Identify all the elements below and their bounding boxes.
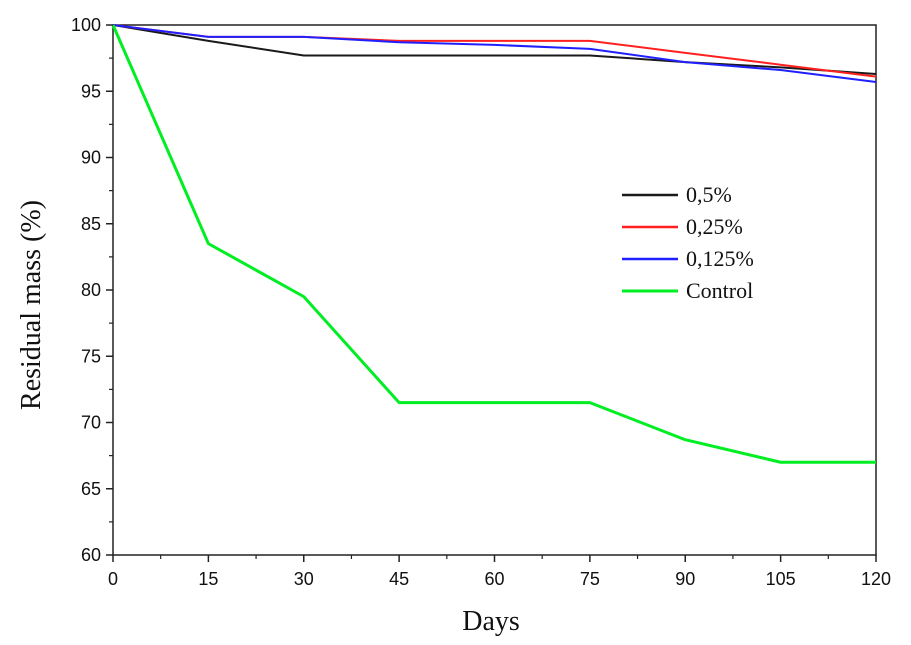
x-tick-label: 75 bbox=[580, 569, 600, 589]
y-tick-label: 65 bbox=[81, 479, 101, 499]
x-tick-label: 30 bbox=[294, 569, 314, 589]
legend: 0,5% 0,25% 0,125% Control bbox=[622, 182, 754, 303]
legend-label: 0,5% bbox=[686, 182, 732, 207]
y-tick-label: 95 bbox=[81, 81, 101, 101]
series-layer bbox=[111, 24, 877, 464]
y-tick-label: 60 bbox=[81, 545, 101, 565]
series-line-0-5 bbox=[112, 24, 877, 76]
y-tick-label: 90 bbox=[81, 148, 101, 168]
series-line-0-125 bbox=[112, 24, 877, 83]
x-tick-label: 15 bbox=[198, 569, 218, 589]
x-axis-label: Days bbox=[462, 606, 520, 637]
x-tick-label: 0 bbox=[108, 569, 118, 589]
legend-label: 0,25% bbox=[686, 214, 743, 239]
legend-label: 0,125% bbox=[686, 246, 754, 271]
plot-border bbox=[112, 24, 877, 556]
x-tick-label: 120 bbox=[861, 569, 891, 589]
series-line-control bbox=[111, 24, 876, 464]
y-axis-ticks: 60 65 70 75 80 85 90 95 100 bbox=[71, 15, 113, 565]
y-tick-label: 80 bbox=[81, 280, 101, 300]
y-axis-label: Residual mass (%) bbox=[16, 200, 47, 410]
x-tick-label: 45 bbox=[389, 569, 409, 589]
x-tick-label: 105 bbox=[766, 569, 796, 589]
x-axis-ticks: 0 15 30 45 60 75 90 105 120 bbox=[108, 555, 891, 589]
y-tick-label: 100 bbox=[71, 15, 101, 35]
x-tick-label: 90 bbox=[675, 569, 695, 589]
legend-label: Control bbox=[686, 278, 753, 303]
y-tick-label: 85 bbox=[81, 214, 101, 234]
x-tick-label: 60 bbox=[484, 569, 504, 589]
y-tick-label: 75 bbox=[81, 346, 101, 366]
plot-frame bbox=[112, 24, 877, 556]
y-tick-label: 70 bbox=[81, 413, 101, 433]
